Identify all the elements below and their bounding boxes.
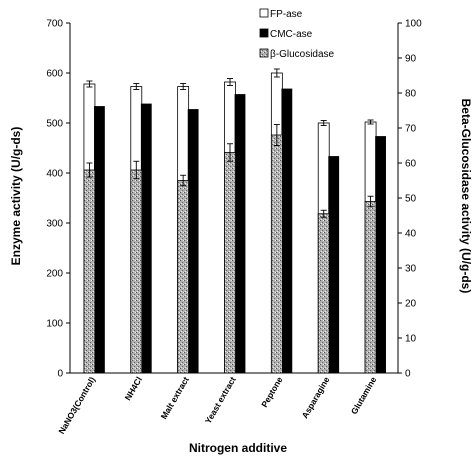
x-tick-label: NH4Cl bbox=[123, 375, 144, 402]
y-right-tick-label: 80 bbox=[405, 89, 417, 100]
bar-glucosidase bbox=[270, 134, 283, 374]
legend-label: β-Glucosidase bbox=[270, 49, 335, 60]
bar-cmcase bbox=[187, 109, 199, 374]
bar-cmcase bbox=[328, 156, 340, 374]
y-right-tick-label: 50 bbox=[405, 194, 417, 205]
y-tick-label: 500 bbox=[46, 119, 63, 130]
legend-label: CMC-ase bbox=[270, 29, 313, 40]
y-tick-label: 700 bbox=[46, 19, 63, 30]
y-tick-label: 400 bbox=[46, 169, 63, 180]
legend-swatch bbox=[259, 8, 269, 18]
y-tick-label: 100 bbox=[46, 319, 63, 330]
bar-glucosidase bbox=[364, 201, 377, 374]
y-right-tick-label: 30 bbox=[405, 264, 417, 275]
bar-glucosidase bbox=[224, 152, 236, 374]
bar-glucosidase bbox=[83, 169, 96, 374]
bar-glucosidase bbox=[130, 169, 143, 374]
legend-swatch bbox=[259, 28, 269, 38]
y-tick-label: 0 bbox=[57, 369, 63, 380]
x-tick-label: Asparagine bbox=[300, 375, 332, 420]
y-right-tick-label: 60 bbox=[405, 159, 417, 170]
x-tick-label: NaNO3(Control) bbox=[56, 375, 97, 436]
y-tick-label: 300 bbox=[46, 219, 63, 230]
y-axis-right-title: Beta-Glucosidase activity (U/g-ds) bbox=[459, 99, 473, 294]
bar-cmcase bbox=[94, 106, 105, 374]
x-tick-label: Yeast extract bbox=[203, 375, 238, 426]
y-right-tick-label: 20 bbox=[405, 299, 417, 310]
bar-cmcase bbox=[281, 88, 293, 374]
y-tick-label: 200 bbox=[46, 269, 63, 280]
y-right-tick-label: 90 bbox=[405, 54, 417, 65]
bar-glucosidase bbox=[317, 213, 330, 374]
y-right-tick-label: 0 bbox=[405, 369, 411, 380]
bar-cmcase bbox=[234, 94, 246, 374]
bar-cmcase bbox=[375, 136, 386, 374]
x-tick-label: Glutamine bbox=[349, 375, 379, 416]
y-right-tick-label: 10 bbox=[405, 334, 417, 345]
y-right-tick-label: 100 bbox=[405, 19, 422, 30]
y-right-tick-label: 40 bbox=[405, 229, 417, 240]
x-tick-label: Peptone bbox=[259, 375, 285, 409]
x-tick-label: Malt extract bbox=[159, 375, 191, 421]
legend-label: FP-ase bbox=[270, 9, 303, 20]
y-axis-title: Enzyme activity (U/g-ds) bbox=[9, 127, 23, 266]
legend-swatch bbox=[259, 48, 269, 58]
bar-cmcase bbox=[140, 103, 152, 374]
bar-glucosidase bbox=[177, 180, 190, 374]
plot-area: 0 100 200 300 400 500 600 700 0 10 20 30 40 50 60 70 80 9… bbox=[46, 8, 422, 436]
y-right-tick-label: 70 bbox=[405, 124, 417, 135]
y-tick-label: 600 bbox=[46, 69, 63, 80]
x-axis-title: Nitrogen additive bbox=[189, 441, 287, 455]
